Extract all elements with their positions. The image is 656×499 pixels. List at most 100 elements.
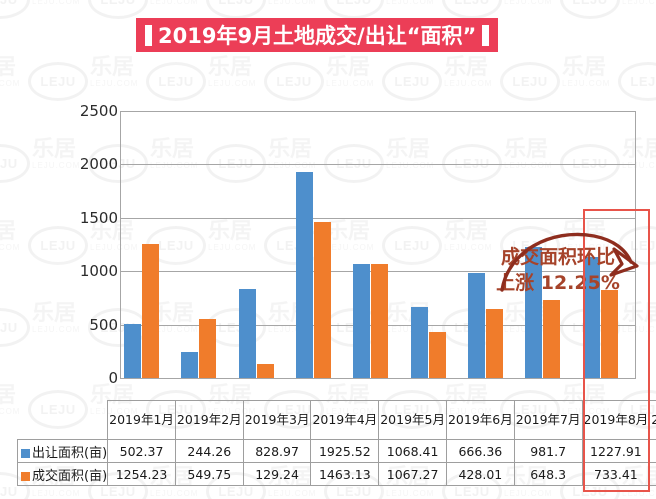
table-column-header: 2019年8月	[581, 400, 651, 440]
banner-right-bar	[482, 24, 490, 46]
title-banner: 2019年9月土地成交/出让“面积”	[136, 18, 499, 52]
bar-group	[120, 111, 177, 378]
table-cell: 1925.52	[310, 439, 380, 463]
watermark-logo-icon: LEJU	[0, 0, 30, 19]
bar-group	[177, 111, 234, 378]
gridline	[120, 378, 636, 379]
table-column-header: 2019年5月	[378, 400, 447, 440]
bar-chuyang	[410, 306, 428, 378]
bar-chuyang	[181, 351, 199, 378]
y-axis-tick-label: 2000	[79, 155, 118, 174]
bar-chengjiao	[314, 221, 331, 378]
gridline	[120, 111, 636, 112]
bar-chengjiao	[428, 332, 446, 378]
banner-left-bar	[145, 24, 152, 46]
bar-chengjiao	[256, 364, 274, 378]
watermark-logo-icon: LEJU	[206, 0, 266, 19]
legend-item-chengjiao-mianji: 成交面积(亩)	[16, 462, 109, 486]
y-axis-tick-label: 1000	[79, 262, 118, 281]
table-cell: 733.41	[581, 462, 651, 486]
bar-group	[235, 111, 292, 378]
gridline	[120, 164, 636, 166]
bar-chart: 0 500 1000 1500 2000 2500 成交面积环比 上涨 12.25%	[0, 95, 656, 395]
table-cell: 823.27	[649, 462, 656, 486]
y-axis-tick-label: 0	[108, 369, 118, 387]
table-column-header: 2019年4月	[310, 400, 380, 440]
gridline	[120, 217, 636, 219]
table-cell: 1068.41	[378, 439, 447, 463]
bar-chuyang	[468, 273, 485, 378]
annotation-line-1: 成交面积环比	[500, 246, 615, 268]
annotation-line-2: 上涨 12.25%	[496, 271, 620, 294]
page-title: 2019年9月土地成交/出让“面积”	[158, 24, 477, 48]
bar-chengjiao	[543, 299, 561, 378]
table-cell: 648.3	[513, 462, 583, 486]
bar-chuyang	[238, 289, 256, 378]
table-header-row: 2019年1月 2019年2月 2019年3月 2019年4月 2019年5月 2019年…	[18, 400, 656, 440]
table-column-header: 2019年2月	[174, 400, 244, 440]
bar-chuyang	[124, 324, 141, 378]
bar-group	[407, 111, 464, 378]
watermark-logo-icon: LEJU	[324, 0, 384, 19]
table-cell: 129.24	[242, 462, 312, 486]
y-axis-tick-label: 500	[89, 315, 118, 334]
watermark-logo-icon: LEJU	[88, 0, 148, 19]
table-cell: 828.97	[242, 439, 312, 463]
table-cell: 428.01	[445, 462, 515, 486]
plot-right-edge	[635, 111, 636, 378]
legend-swatch-icon	[21, 471, 30, 481]
watermark-logo-icon: LEJU	[560, 0, 620, 19]
table-column-header: 2019年9月	[649, 400, 656, 440]
bar-chengjiao	[371, 264, 389, 378]
watermark-logo-icon: LEJU	[442, 0, 502, 19]
legend-label: 出让面积(亩)	[32, 445, 108, 461]
table-cell: 502.37	[107, 439, 176, 463]
table-column-header: 2019年7月	[513, 400, 583, 440]
plot-area	[120, 111, 636, 379]
table-cell: 981.7	[513, 439, 583, 463]
table-corner-cell	[18, 401, 108, 440]
table-column-header: 2019年1月	[107, 400, 176, 440]
table-row: 成交面积(亩) 1254.23 549.75 129.24 1463.13 1067.27…	[16, 462, 656, 486]
y-axis-tick-label: 1500	[79, 208, 118, 227]
table-row: 出让面积(亩) 502.37 244.26 828.97 1925.52 1068.41 6…	[16, 439, 656, 463]
table-cell: 1067.27	[378, 462, 447, 486]
y-axis-labels: 0 500 1000 1500 2000 2500	[58, 95, 118, 395]
data-table: 2019年1月 2019年2月 2019年3月 2019年4月 2019年5月 2019年…	[16, 400, 656, 486]
annotation-callout: 成交面积环比 上涨 12.25%	[474, 245, 642, 296]
table-cell: 244.26	[174, 439, 244, 463]
legend-label: 成交面积(亩)	[32, 468, 108, 484]
legend-item-chuyang-mianji: 出让面积(亩)	[16, 439, 109, 463]
table-cell: 1129.6	[649, 439, 656, 463]
bar-chengjiao	[199, 319, 217, 378]
table-cell: 1254.23	[107, 462, 176, 486]
y-axis-tick-label: 2500	[79, 102, 118, 120]
table-cell: 1463.13	[310, 462, 380, 486]
bar-group	[292, 111, 349, 378]
bar-series-container	[120, 111, 636, 378]
table-cell: 1227.91	[581, 439, 651, 463]
table-cell: 549.75	[174, 462, 244, 486]
table-column-header: 2019年3月	[242, 400, 312, 440]
bar-chengjiao	[600, 290, 618, 378]
bar-group	[349, 111, 406, 378]
table-column-header: 2019年6月	[445, 400, 515, 440]
table-cell: 666.36	[445, 439, 515, 463]
bar-chuyang	[296, 172, 313, 378]
bar-chengjiao	[486, 308, 503, 378]
bar-group	[464, 111, 521, 378]
bar-chuyang	[353, 263, 371, 378]
